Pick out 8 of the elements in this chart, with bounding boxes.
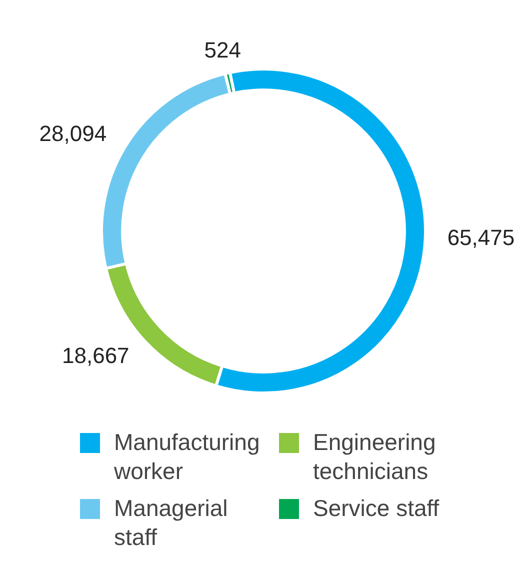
data-label: 65,475 xyxy=(447,225,515,250)
data-label: 28,094 xyxy=(39,120,107,146)
data-label: 18,667 xyxy=(62,342,130,368)
data-label: 524 xyxy=(204,38,241,63)
legend-label: Engineering technicians xyxy=(313,428,437,486)
legend-label: Manufacturing worker xyxy=(114,428,261,486)
legend-label: Service staff xyxy=(313,494,440,523)
legend-label: Managerial staff xyxy=(114,494,229,552)
